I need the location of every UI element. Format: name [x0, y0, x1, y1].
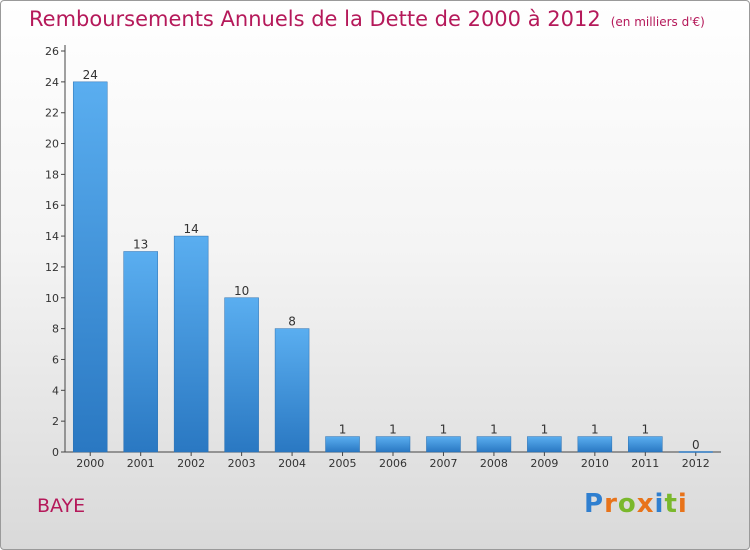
logo-letter: x: [636, 489, 655, 519]
x-tick-label: 2001: [127, 457, 155, 470]
x-tick-label: 2009: [530, 457, 558, 470]
y-tick-label: 4: [52, 384, 59, 397]
chart-unit-label: (en milliers d'€): [610, 15, 705, 29]
data-label: 1: [440, 423, 448, 437]
location-name: BAYE: [37, 495, 86, 517]
y-tick-label: 22: [45, 107, 59, 120]
logo-letter: o: [617, 489, 637, 519]
data-label: 24: [83, 68, 98, 82]
bar: [325, 436, 360, 453]
chart-title-main: Remboursements Annuels de la Dette de 20…: [29, 7, 601, 31]
y-tick-label: 6: [52, 353, 59, 366]
data-label: 1: [591, 423, 599, 437]
data-label: 1: [389, 423, 397, 437]
bar: [426, 436, 461, 453]
y-tick-label: 0: [52, 446, 59, 459]
data-label: 1: [339, 423, 347, 437]
data-label: 0: [692, 438, 700, 452]
data-label: 14: [184, 222, 199, 236]
logo-letter: r: [604, 489, 618, 519]
x-tick-label: 2007: [429, 457, 457, 470]
bar: [274, 328, 310, 453]
bar: [375, 436, 411, 453]
bar: [123, 251, 158, 453]
x-tick-label: 2006: [379, 457, 407, 470]
logo-letter: i: [677, 489, 688, 519]
y-tick-label: 18: [45, 168, 59, 181]
x-tick-label: 2011: [631, 457, 659, 470]
bar: [527, 436, 562, 453]
y-tick-label: 8: [52, 323, 59, 336]
x-tick-label: 2004: [278, 457, 306, 470]
y-tick-label: 14: [45, 230, 59, 243]
proxiti-logo: Proxiti: [584, 489, 688, 519]
logo-letter: P: [584, 489, 605, 519]
y-tick-label: 16: [45, 199, 59, 212]
logo-letter: i: [654, 489, 665, 519]
y-tick-label: 24: [45, 76, 59, 89]
data-label: 1: [490, 423, 498, 437]
chart-title: Remboursements Annuels de la Dette de 20…: [29, 7, 705, 31]
y-tick-label: 12: [45, 261, 59, 274]
x-tick-label: 2012: [682, 457, 710, 470]
data-label: 13: [133, 238, 148, 252]
bar: [628, 436, 663, 453]
x-tick-label: 2008: [480, 457, 508, 470]
data-label: 1: [641, 423, 649, 437]
logo-letter: t: [664, 489, 678, 519]
x-tick-label: 2005: [329, 457, 357, 470]
data-label: 8: [288, 315, 296, 329]
y-tick-label: 26: [45, 45, 59, 58]
y-tick-label: 2: [52, 415, 59, 428]
bar: [476, 436, 512, 453]
bar: [72, 81, 108, 453]
bar: [173, 235, 209, 453]
bar: [224, 297, 259, 453]
data-label: 10: [234, 284, 249, 298]
y-tick-label: 20: [45, 138, 59, 151]
x-tick-label: 2002: [177, 457, 205, 470]
y-tick-label: 10: [45, 292, 59, 305]
data-label: 1: [541, 423, 549, 437]
x-tick-label: 2000: [76, 457, 104, 470]
bar: [577, 436, 613, 453]
x-tick-label: 2010: [581, 457, 609, 470]
x-tick-label: 2003: [228, 457, 256, 470]
